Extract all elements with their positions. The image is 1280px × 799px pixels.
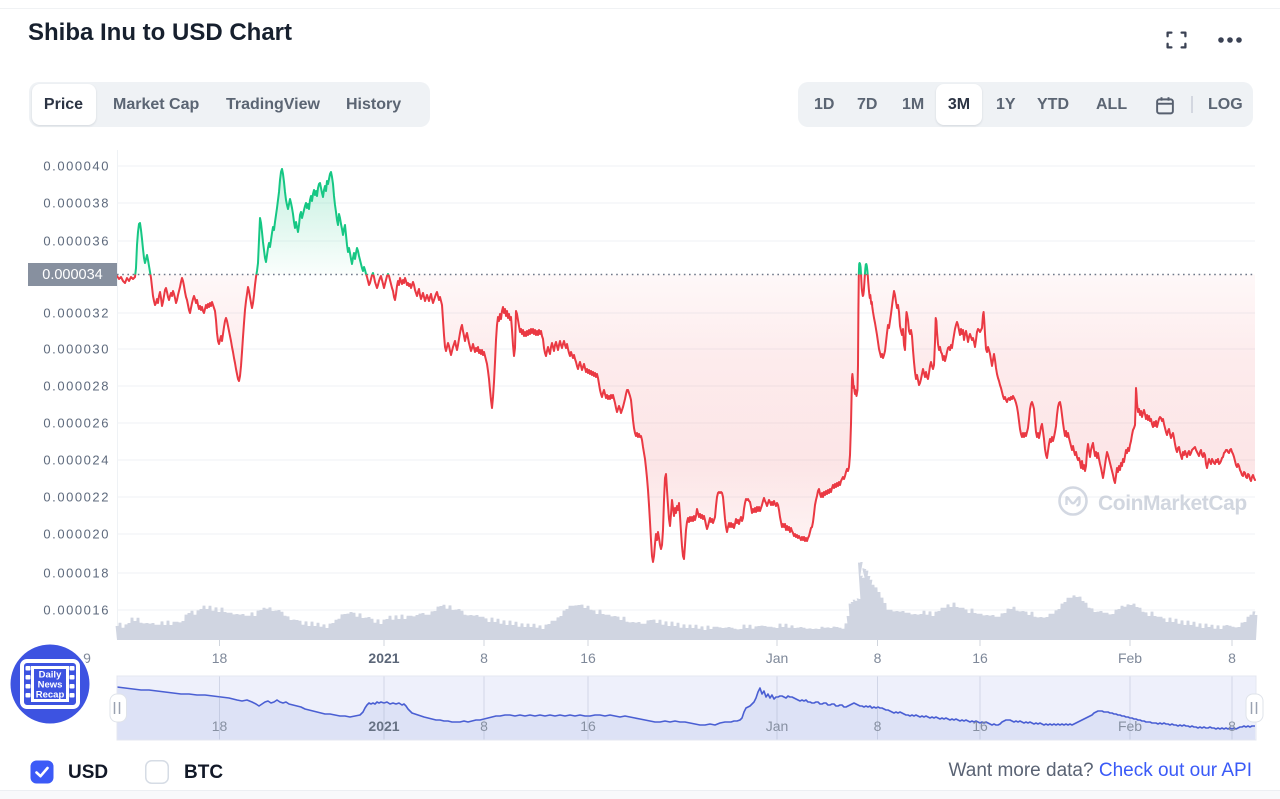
svg-text:8: 8 (480, 718, 488, 734)
svg-text:CoinMarketCap: CoinMarketCap (1098, 492, 1247, 515)
svg-text:9: 9 (83, 650, 91, 666)
svg-text:News: News (38, 680, 63, 691)
svg-text:8: 8 (874, 650, 882, 666)
svg-text:8: 8 (874, 718, 882, 734)
svg-text:0.000016: 0.000016 (43, 603, 110, 618)
svg-text:8: 8 (1228, 650, 1236, 666)
svg-text:16: 16 (972, 650, 988, 666)
svg-text:Recap: Recap (36, 690, 65, 701)
svg-text:Feb: Feb (1118, 650, 1142, 666)
svg-text:Jan: Jan (766, 718, 789, 734)
svg-text:Jan: Jan (766, 650, 789, 666)
svg-text:0.000022: 0.000022 (43, 490, 110, 505)
svg-text:16: 16 (580, 650, 596, 666)
svg-text:18: 18 (212, 718, 228, 734)
svg-text:0.000020: 0.000020 (43, 527, 110, 542)
svg-text:0.000026: 0.000026 (43, 416, 110, 431)
svg-text:8: 8 (480, 650, 488, 666)
svg-text:0.000036: 0.000036 (43, 234, 110, 249)
svg-text:0.000030: 0.000030 (43, 342, 110, 357)
svg-text:18: 18 (212, 650, 228, 666)
svg-text:8: 8 (1228, 718, 1236, 734)
svg-text:0.000040: 0.000040 (43, 159, 110, 174)
svg-text:Daily: Daily (39, 670, 62, 681)
svg-text:2021: 2021 (368, 650, 399, 666)
svg-text:16: 16 (972, 718, 988, 734)
svg-text:0.000038: 0.000038 (43, 196, 110, 211)
svg-text:16: 16 (580, 718, 596, 734)
svg-text:0.000024: 0.000024 (43, 453, 110, 468)
svg-text:0.000032: 0.000032 (43, 306, 110, 321)
svg-text:0.000028: 0.000028 (43, 379, 110, 394)
svg-text:Feb: Feb (1118, 718, 1142, 734)
svg-text:0.000018: 0.000018 (43, 566, 110, 581)
svg-text:2021: 2021 (368, 718, 399, 734)
